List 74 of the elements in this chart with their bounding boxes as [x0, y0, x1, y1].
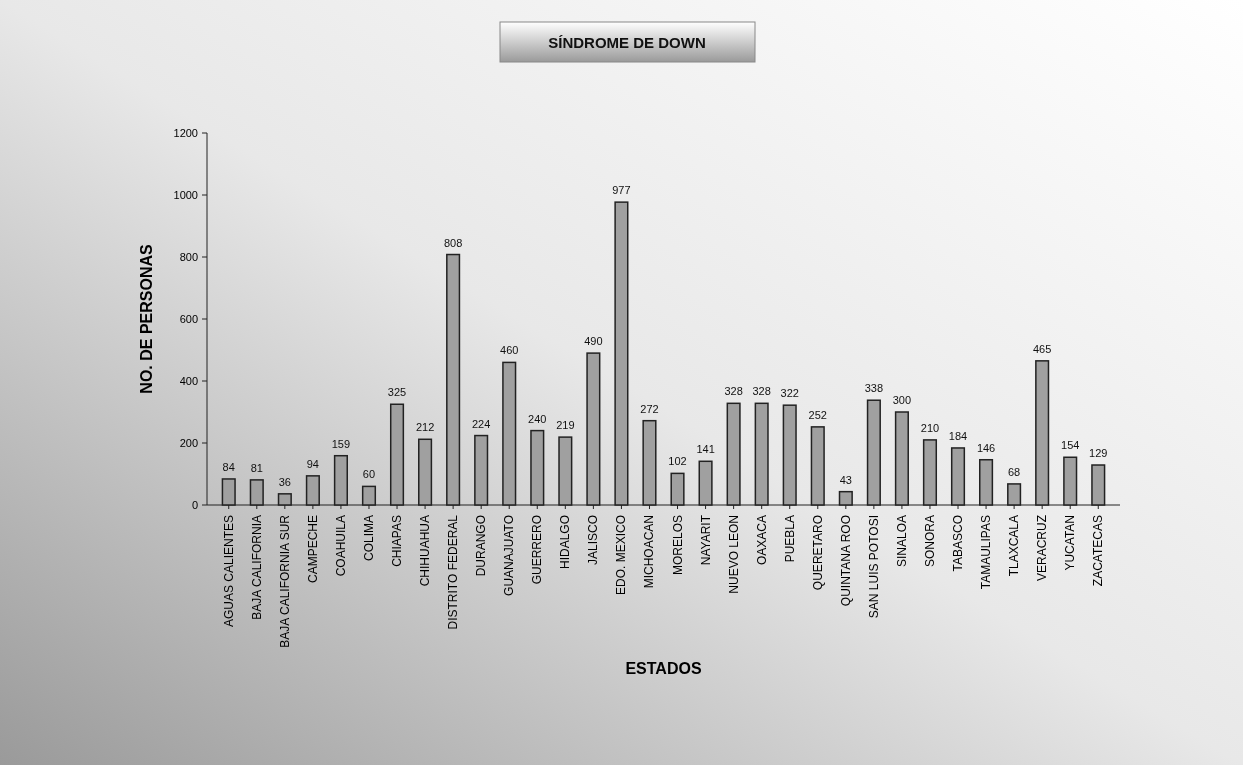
x-tick-label: JALISCO	[586, 515, 601, 566]
data-label: 272	[640, 402, 659, 415]
data-label: 184	[948, 429, 968, 442]
data-label: 94	[306, 457, 320, 470]
data-label: 322	[780, 387, 799, 400]
data-label: 159	[331, 437, 351, 450]
y-tick-label: 600	[179, 312, 198, 325]
data-label: 460	[500, 344, 519, 357]
x-tick-label: CHIHUAHUA	[418, 515, 433, 587]
data-label: 84	[222, 460, 235, 473]
data-label: 325	[387, 386, 407, 399]
y-tick-label: 1200	[173, 126, 198, 139]
data-label: 141	[696, 443, 715, 456]
data-label: 60	[362, 468, 376, 481]
data-label: 338	[864, 382, 884, 395]
data-label: 36	[278, 475, 291, 488]
data-label: 219	[556, 419, 575, 432]
x-tick-label: ZACATECAS	[1091, 515, 1106, 587]
x-tick-label: TLAXCALA	[1007, 515, 1022, 577]
data-label: 224	[472, 417, 491, 430]
y-axis-title: NO. DE PERSONAS	[138, 243, 155, 394]
data-label: 328	[752, 385, 771, 398]
data-label: 68	[1007, 465, 1021, 478]
x-tick-label: NAYARIT	[698, 514, 713, 566]
y-tick-label: 400	[179, 374, 198, 387]
x-tick-label: MORELOS	[670, 515, 685, 576]
y-tick-label: 800	[179, 250, 198, 263]
x-tick-label: QUERETARO	[810, 515, 825, 591]
data-label: 146	[976, 441, 996, 454]
x-tick-label: MICHOACAN	[642, 515, 657, 589]
x-tick-label: CAMPECHE	[305, 515, 320, 584]
data-label: 252	[808, 408, 827, 421]
data-label: 154	[1061, 439, 1080, 452]
x-tick-label: OAXACA	[754, 515, 769, 566]
x-tick-label: BAJA CALIFORNIA	[249, 515, 264, 620]
x-tick-label: TABASCO	[951, 515, 966, 572]
y-tick-label: 1000	[173, 188, 198, 201]
x-tick-label: EDO. MEXICO	[614, 515, 629, 596]
data-label: 102	[668, 455, 687, 468]
x-tick-label: SINALOA	[894, 515, 909, 568]
data-label: 81	[250, 461, 263, 474]
x-tick-label: TAMAULIPAS	[979, 515, 994, 590]
x-tick-label: YUCATAN	[1063, 515, 1078, 571]
x-tick-label: NUEVO LEON	[726, 515, 741, 594]
data-label: 129	[1089, 447, 1108, 460]
data-label: 808	[443, 236, 463, 249]
x-tick-label: HIDALGO	[558, 515, 573, 570]
x-tick-label: GUERRERO	[530, 515, 545, 585]
x-tick-label: SONORA	[922, 515, 937, 568]
y-tick-label: 200	[179, 436, 198, 449]
x-tick-label: AGUAS CALIENTES	[221, 515, 236, 628]
x-tick-label: PUEBLA	[782, 515, 797, 563]
x-tick-label: CHIAPAS	[390, 515, 405, 567]
data-label: 210	[920, 421, 940, 434]
data-label: 977	[612, 184, 631, 197]
x-tick-label: COLIMA	[361, 515, 376, 562]
data-label: 212	[415, 421, 435, 434]
x-tick-label: VERACRUZ	[1035, 515, 1050, 582]
data-label: 240	[528, 412, 547, 425]
data-label: 490	[584, 335, 603, 348]
x-tick-label: DURANGO	[474, 515, 489, 577]
data-label: 465	[1032, 342, 1052, 355]
x-tick-label: GUANAJUATO	[502, 515, 517, 596]
x-axis-title: ESTADOS	[625, 659, 702, 677]
x-tick-label: COAHUILA	[333, 515, 348, 577]
x-tick-label: BAJA CALIFORNIA SUR	[277, 514, 292, 648]
chart-title: SÍNDROME DE DOWN	[548, 34, 706, 51]
data-label: 328	[724, 385, 743, 398]
x-tick-label: SAN LUIS POTOSI	[866, 515, 881, 619]
data-label: 300	[892, 394, 912, 406]
y-tick-label: 0	[191, 498, 198, 511]
x-tick-label: DISTRITO FEDERAL	[446, 514, 461, 630]
x-tick-label: QUINTANA ROO	[838, 515, 853, 607]
data-label: 43	[839, 473, 852, 486]
